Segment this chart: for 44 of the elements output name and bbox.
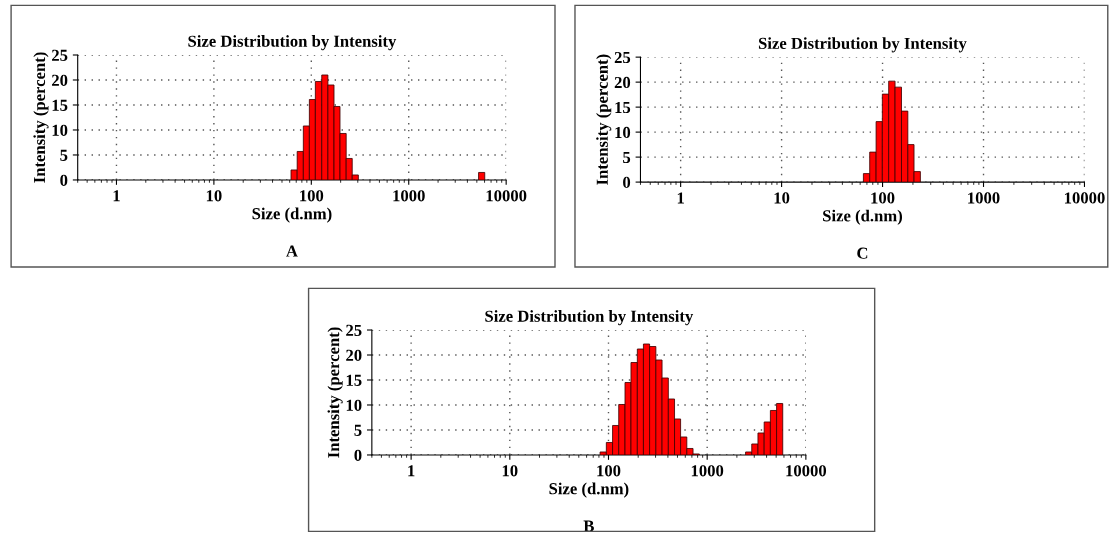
- x-tick-label: 1000: [691, 465, 724, 477]
- y-tick-label: 25: [346, 324, 362, 336]
- chart-title: Size Distribution by Intensity: [485, 310, 694, 326]
- x-tick-label: 1000: [393, 190, 425, 202]
- y-tick-label: 25: [614, 51, 631, 64]
- y-tick-label: 0: [354, 449, 362, 461]
- x-tick-label: 100: [597, 465, 621, 477]
- x-tick-label: 1: [408, 465, 415, 477]
- y-axis-title: Intensity (percent): [33, 52, 49, 183]
- x-tick-label: 10: [774, 192, 790, 204]
- y-tick-label: 15: [615, 101, 631, 114]
- y-tick-label: 15: [52, 99, 68, 111]
- x-tick-label: 1000: [968, 192, 1000, 204]
- y-tick-label: 10: [52, 124, 68, 136]
- x-axis-title: Size (d.nm): [549, 482, 629, 498]
- y-tick-label: 10: [615, 126, 631, 139]
- chart-title: Size Distribution by Intensity: [188, 35, 397, 51]
- y-tick-label: 5: [60, 149, 68, 161]
- y-tick-label: 5: [623, 151, 631, 164]
- y-tick-label: 10: [346, 399, 362, 411]
- text: A: [286, 245, 298, 257]
- y-tick-label: 15: [346, 374, 362, 386]
- x-tick-label: 10: [502, 465, 518, 477]
- x-tick-label: 10: [206, 190, 222, 202]
- x-tick-label: 10000: [786, 465, 827, 477]
- y-tick-label: 0: [60, 174, 68, 186]
- x-tick-label: 100: [300, 190, 324, 202]
- x-tick-label: 1: [113, 190, 120, 202]
- y-axis-title: Intensity (percent): [596, 54, 612, 185]
- y-tick-label: 0: [623, 176, 631, 189]
- x-axis-title: Size (d.nm): [823, 209, 903, 225]
- chart-title: Size Distribution by Intensity: [758, 37, 967, 53]
- x-tick-label: 100: [871, 192, 895, 204]
- y-tick-label: 20: [52, 74, 68, 86]
- y-tick-label: 20: [346, 349, 362, 361]
- y-tick-label: 25: [52, 49, 68, 61]
- y-tick-label: 5: [354, 424, 362, 436]
- x-axis-title: Size (d.nm): [252, 207, 332, 223]
- x-tick-label: 1: [677, 192, 684, 204]
- x-tick-label: 10000: [1064, 192, 1105, 204]
- y-tick-label: 20: [614, 76, 631, 89]
- y-axis-title: Intensity (percent): [327, 327, 343, 458]
- x-tick-label: 10000: [486, 190, 527, 202]
- text: C: [857, 247, 868, 259]
